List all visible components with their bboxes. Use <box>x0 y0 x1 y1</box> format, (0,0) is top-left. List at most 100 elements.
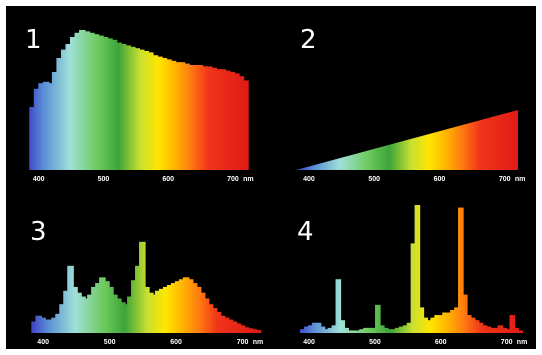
spectrum-bar <box>371 327 377 333</box>
spectrum-bar <box>154 290 162 333</box>
spectrum-bar <box>319 326 326 333</box>
spectrum-bar <box>187 65 195 170</box>
spectrum-bar <box>106 38 113 171</box>
spectrum-bar <box>497 325 504 333</box>
spectrum-bar <box>323 329 330 333</box>
spectrum-bar <box>517 330 523 333</box>
spectrum-bar <box>307 325 314 333</box>
spectrum-bar <box>202 298 210 333</box>
x-tick-label: 700 <box>501 339 513 346</box>
spectrum-bar <box>142 51 150 170</box>
spectrum-bar <box>501 327 508 333</box>
spectrum-bar <box>111 294 118 333</box>
x-tick-label: 400 <box>303 176 315 183</box>
spectrum-bar <box>238 325 246 333</box>
spectrum-bar <box>143 286 150 333</box>
spectrum-bar <box>186 279 194 333</box>
spectrum-bar <box>156 56 163 170</box>
x-unit-label: nm <box>253 339 264 346</box>
spectrum-bar <box>150 294 158 333</box>
spectrum-bar <box>67 265 74 333</box>
x-tick-label: 400 <box>303 339 315 346</box>
spectrum-panel-1: 1 400 500 600 700 nm <box>25 25 254 183</box>
spectrum-bar <box>83 31 91 171</box>
spectrum-bar <box>65 44 73 170</box>
spectrum-bar <box>315 322 322 333</box>
spectrum-bar <box>367 327 373 333</box>
spectrum-bar <box>33 88 41 170</box>
spectrum-bar <box>299 329 306 333</box>
spectrum-area <box>296 110 518 170</box>
spectrum-bar <box>135 265 142 333</box>
x-tick-label: 500 <box>369 339 381 346</box>
x-tick-label: 700 <box>227 176 239 183</box>
spectrum-bar <box>79 30 86 170</box>
x-tick-label: 400 <box>37 339 49 346</box>
spectrum-bar <box>74 32 82 170</box>
x-unit-label: nm <box>515 176 526 183</box>
spectrum-bar <box>359 329 365 333</box>
spectrum-bar <box>454 307 460 333</box>
spectrum-bar <box>43 319 50 333</box>
spectrum-bar <box>347 330 353 333</box>
spectrum-bar <box>485 326 492 333</box>
spectrum-bar <box>59 304 66 333</box>
spectrum-bar <box>115 298 122 333</box>
spectrum-bar <box>131 280 138 333</box>
spectrum-bar <box>386 329 393 333</box>
spectrum-bar <box>182 277 190 333</box>
spectrum-bar <box>91 286 98 333</box>
spectrum-bar <box>56 58 64 170</box>
spectrum-bar <box>363 327 369 333</box>
spectrum-bar <box>228 72 236 170</box>
spectrum-bar <box>92 34 100 171</box>
spectrum-bar <box>398 326 405 333</box>
spectrum-bar <box>205 66 213 170</box>
spectrum-bar <box>210 308 218 333</box>
spectrum-bar <box>51 317 58 333</box>
spectrum-bar <box>254 330 262 333</box>
spectrum-bar <box>63 290 70 333</box>
spectrum-bar <box>42 81 50 170</box>
spectrum-bar <box>382 327 389 333</box>
spectrum-bar <box>224 70 231 170</box>
spectrum-bar <box>214 311 222 333</box>
spectrum-panel-3: 3 400 500 600 700 nm <box>30 217 263 346</box>
spectrum-bar <box>174 281 182 333</box>
spectrum-bar <box>219 69 227 170</box>
spectrum-bar <box>458 207 464 333</box>
spectrum-bar <box>124 45 131 170</box>
spectrum-bar <box>237 76 245 170</box>
panel-number-1: 1 <box>25 25 42 55</box>
x-tick-label: 600 <box>162 176 174 183</box>
spectrum-bar <box>394 327 401 333</box>
spectrum-bar <box>87 294 94 333</box>
spectrum-bar <box>83 298 90 333</box>
spectrum-bar <box>210 67 218 170</box>
spectrum-bar <box>119 302 126 333</box>
spectrum-bar <box>174 62 181 171</box>
spectrum-bar <box>242 80 249 170</box>
spectrum-bar <box>331 325 338 333</box>
spectrum-bar <box>169 60 177 170</box>
x-unit-label: nm <box>517 339 528 346</box>
spectrum-bar <box>95 283 102 333</box>
spectrum-bar <box>402 325 409 333</box>
spectrum-panel-4: 4 400 500 600 700 nm <box>297 205 527 346</box>
spectrum-bar <box>39 317 46 333</box>
spectrum-bar <box>375 304 381 333</box>
spectrum-bar <box>462 294 468 333</box>
spectrum-bar <box>230 321 238 333</box>
spectrum-bar <box>51 72 59 170</box>
spectrum-bar <box>201 66 208 170</box>
spectrum-bar <box>446 312 452 333</box>
spectrum-bar <box>505 329 512 333</box>
spectrum-bar <box>450 309 456 333</box>
spectrum-bar <box>233 73 240 170</box>
x-tick-label: 700 <box>499 176 511 183</box>
spectrum-bar <box>165 59 172 170</box>
spectrum-bar <box>426 320 433 333</box>
spectrum-bar <box>473 320 480 333</box>
spectrum-bar <box>351 330 357 333</box>
spectrum-bar <box>214 69 222 170</box>
